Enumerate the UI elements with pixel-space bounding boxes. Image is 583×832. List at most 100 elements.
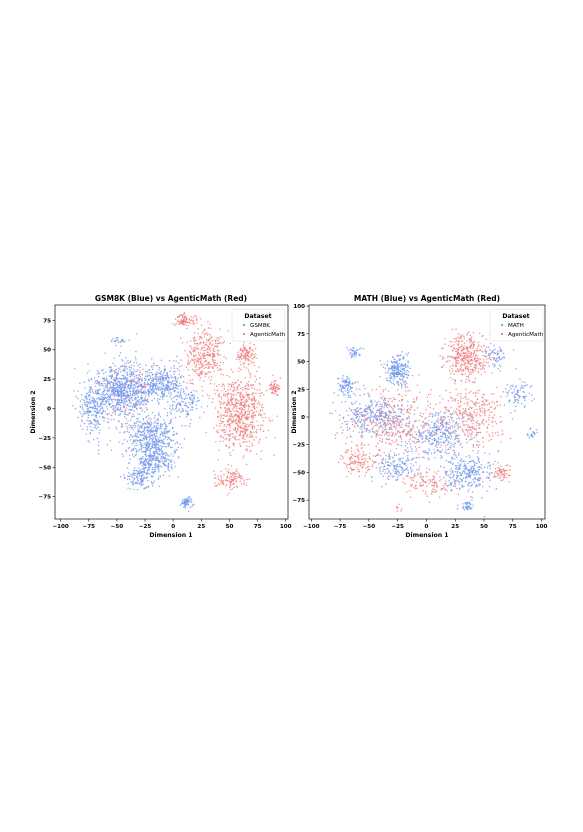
agenticmath-point — [388, 423, 390, 425]
gsm8k-point — [144, 443, 147, 446]
agenticmath-point — [492, 425, 494, 428]
agenticmath-point — [220, 369, 223, 371]
math-point — [380, 472, 382, 475]
gsm8k-point — [126, 467, 129, 469]
math-point — [428, 440, 430, 443]
agenticmath-point — [240, 418, 243, 420]
agenticmath-point — [187, 356, 190, 358]
math-point — [500, 479, 503, 482]
gsm8k-point — [149, 430, 152, 432]
gsm8k-point — [132, 477, 134, 479]
gsm8k-point — [115, 339, 117, 342]
gsm8k-point — [115, 337, 117, 339]
math-point — [391, 475, 393, 477]
math-point — [397, 469, 399, 472]
gsm8k-point — [144, 459, 146, 461]
gsm8k-point — [168, 429, 171, 432]
math-point — [459, 464, 461, 466]
agenticmath-point — [460, 442, 462, 444]
agenticmath-point — [166, 376, 169, 378]
gsm8k-point — [111, 374, 113, 377]
agenticmath-point — [236, 423, 239, 426]
gsm8k-point — [107, 382, 110, 384]
agenticmath-point — [395, 447, 398, 450]
gsm8k-point — [137, 439, 139, 442]
gsm8k-point — [136, 434, 138, 437]
agenticmath-point — [438, 496, 441, 498]
gsm8k-point — [123, 439, 126, 441]
gsm8k-point — [100, 395, 103, 398]
gsm8k-point — [129, 401, 131, 404]
gsm8k-point — [139, 479, 142, 481]
gsm8k-point — [126, 371, 128, 374]
gsm8k-point — [87, 416, 89, 419]
gsm8k-point — [166, 372, 168, 375]
agenticmath-point — [238, 367, 240, 369]
gsm8k-point — [177, 409, 180, 412]
agenticmath-point — [246, 434, 249, 436]
gsm8k-point — [155, 451, 157, 453]
agenticmath-point — [221, 430, 224, 432]
math-point — [511, 392, 514, 394]
gsm8k-point — [87, 363, 89, 366]
agenticmath-point — [240, 406, 242, 409]
gsm8k-point — [93, 403, 96, 406]
agenticmath-point — [478, 426, 481, 429]
agenticmath-point — [244, 422, 246, 424]
gsm8k-point — [171, 446, 173, 449]
gsm8k-point — [165, 385, 167, 387]
math-point — [427, 404, 429, 407]
agenticmath-point — [181, 341, 184, 344]
math-point — [488, 465, 490, 467]
agenticmath-point — [243, 455, 245, 457]
x-tick-label: −100 — [52, 524, 68, 530]
agenticmath-point — [216, 346, 218, 348]
gsm8k-point — [141, 468, 143, 470]
gsm8k-point — [158, 465, 160, 468]
agenticmath-point — [232, 418, 234, 421]
gsm8k-point — [94, 382, 96, 384]
gsm8k-point — [173, 367, 176, 369]
agenticmath-point — [215, 485, 217, 487]
gsm8k-point — [178, 456, 180, 458]
math-point — [396, 359, 399, 362]
gsm8k-point — [143, 439, 145, 441]
gsm8k-point — [146, 383, 148, 386]
math-point — [514, 398, 516, 401]
agenticmath-point — [350, 450, 353, 452]
agenticmath-point — [368, 465, 370, 468]
math-point — [375, 461, 377, 463]
agenticmath-point — [494, 475, 496, 477]
math-point — [416, 407, 419, 409]
agenticmath-point — [183, 319, 185, 321]
math-point — [410, 466, 412, 469]
gsm8k-point — [122, 455, 125, 457]
agenticmath-point — [244, 429, 246, 432]
gsm8k-point — [185, 394, 188, 396]
agenticmath-point — [180, 320, 183, 323]
math-point — [401, 370, 403, 373]
math-point — [400, 367, 402, 369]
agenticmath-point — [208, 354, 210, 357]
agenticmath-point — [245, 440, 247, 443]
legend-box — [231, 308, 286, 342]
gsm8k-point — [167, 436, 169, 438]
gsm8k-point — [132, 390, 135, 393]
agenticmath-point — [500, 396, 502, 398]
gsm8k-point — [110, 368, 113, 371]
gsm8k-point — [181, 397, 184, 400]
gsm8k-point — [79, 411, 81, 413]
math-point — [379, 396, 382, 399]
gsm8k-point — [135, 359, 137, 361]
agenticmath-point — [241, 389, 244, 391]
gsm8k-point — [187, 510, 190, 512]
gsm8k-point — [86, 410, 89, 412]
agenticmath-point — [218, 349, 220, 352]
gsm8k-point — [136, 473, 139, 476]
gsm8k-point — [142, 483, 144, 486]
agenticmath-point — [203, 352, 206, 354]
agenticmath-point — [426, 396, 429, 399]
math-point — [382, 470, 384, 472]
gsm8k-point — [162, 445, 164, 448]
gsm8k-point — [119, 401, 122, 404]
